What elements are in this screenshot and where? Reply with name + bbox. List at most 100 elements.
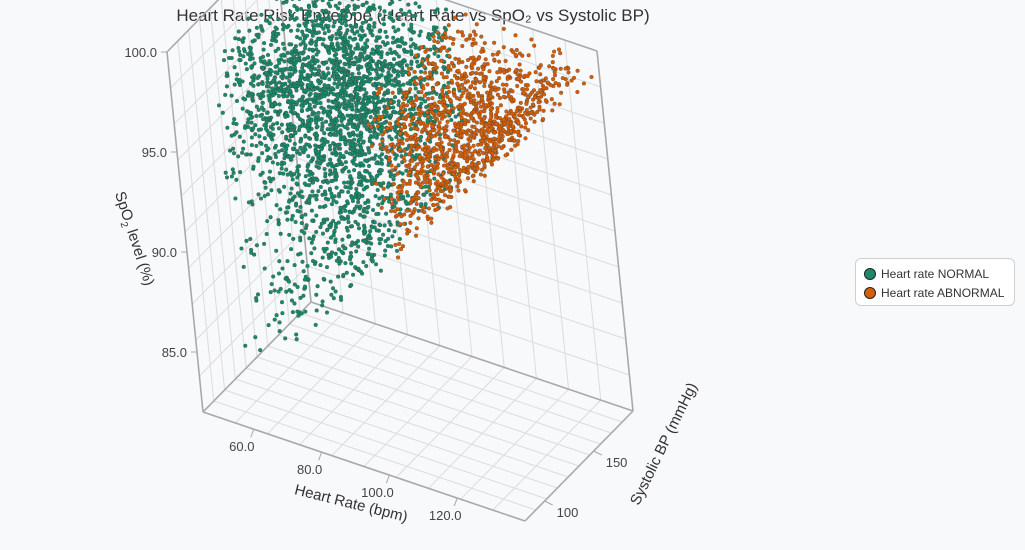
- point-normal: [367, 171, 372, 176]
- point-abnormal: [455, 81, 460, 86]
- y-tick-mark: [544, 500, 553, 506]
- point-normal: [310, 156, 315, 161]
- point-normal: [346, 99, 352, 104]
- point-normal: [388, 171, 393, 176]
- point-abnormal: [484, 148, 489, 154]
- point-normal: [384, 114, 389, 119]
- point-normal: [319, 156, 324, 161]
- point-abnormal: [408, 200, 413, 206]
- point-normal: [277, 171, 282, 176]
- point-normal: [238, 170, 243, 175]
- point-normal: [313, 96, 318, 101]
- point-normal: [303, 212, 308, 217]
- point-abnormal: [485, 157, 490, 162]
- point-abnormal: [404, 208, 409, 213]
- point-abnormal: [458, 124, 464, 130]
- point-normal: [351, 272, 356, 277]
- point-normal: [358, 108, 363, 113]
- point-abnormal: [510, 124, 516, 129]
- point-normal: [372, 126, 377, 132]
- point-abnormal: [439, 175, 444, 180]
- point-normal: [355, 222, 361, 227]
- point-abnormal: [390, 90, 395, 95]
- point-normal: [333, 225, 338, 230]
- point-normal: [293, 131, 298, 136]
- point-normal: [263, 185, 268, 190]
- point-normal: [288, 133, 293, 138]
- point-normal: [356, 0, 360, 1]
- point-normal: [367, 71, 372, 76]
- point-normal: [352, 6, 357, 12]
- point-normal: [355, 133, 360, 138]
- point-normal: [288, 170, 293, 175]
- point-normal: [377, 222, 382, 227]
- point-normal: [303, 77, 308, 82]
- point-normal: [257, 134, 262, 139]
- point-normal: [243, 61, 248, 66]
- point-normal: [361, 139, 366, 144]
- legend-item-abnormal[interactable]: Heart rate ABNORMAL: [864, 283, 1006, 302]
- point-abnormal: [444, 75, 449, 80]
- point-normal: [396, 27, 401, 32]
- point-normal: [292, 301, 297, 306]
- point-normal: [309, 240, 314, 245]
- point-abnormal: [445, 48, 450, 53]
- point-abnormal: [557, 102, 562, 107]
- point-abnormal: [473, 41, 478, 46]
- point-abnormal: [432, 115, 437, 120]
- point-abnormal: [425, 157, 430, 162]
- point-normal: [292, 69, 297, 74]
- point-normal: [242, 125, 248, 130]
- point-normal: [338, 35, 343, 40]
- point-abnormal: [418, 121, 423, 126]
- point-normal: [335, 93, 340, 98]
- point-normal: [355, 42, 360, 47]
- point-abnormal: [413, 180, 418, 185]
- point-normal: [300, 86, 305, 91]
- point-abnormal: [445, 119, 450, 124]
- point-normal: [350, 25, 355, 30]
- point-abnormal: [385, 126, 390, 131]
- point-abnormal: [426, 206, 431, 211]
- legend-item-normal[interactable]: Heart rate NORMAL: [864, 264, 1006, 283]
- point-normal: [384, 211, 389, 216]
- point-normal: [232, 117, 237, 122]
- point-abnormal: [409, 118, 414, 123]
- point-normal: [373, 177, 378, 183]
- point-normal: [231, 151, 237, 156]
- point-normal: [299, 6, 304, 12]
- grid-line: [467, 7, 505, 368]
- point-normal: [246, 93, 251, 98]
- point-normal: [355, 117, 360, 122]
- point-normal: [337, 155, 343, 160]
- grid-line: [395, 367, 505, 478]
- point-normal: [438, 95, 443, 100]
- point-normal: [329, 222, 334, 228]
- point-normal: [432, 44, 437, 49]
- point-normal: [307, 183, 312, 188]
- point-normal: [352, 31, 357, 36]
- point-normal: [370, 258, 375, 263]
- point-abnormal: [434, 131, 439, 136]
- point-normal: [373, 153, 378, 158]
- point-abnormal: [411, 115, 416, 120]
- point-normal: [313, 92, 318, 97]
- point-normal: [342, 55, 347, 60]
- point-normal: [377, 127, 382, 132]
- point-normal: [394, 51, 399, 56]
- point-abnormal: [469, 66, 475, 71]
- point-abnormal: [460, 33, 465, 38]
- point-normal: [295, 169, 300, 174]
- plot-area[interactable]: SpO2 level (%) Heart Rate (bpm) Systolic…: [0, 0, 840, 550]
- point-abnormal: [536, 96, 541, 101]
- point-abnormal: [464, 64, 469, 69]
- point-abnormal: [510, 111, 515, 116]
- point-abnormal: [451, 128, 456, 133]
- point-normal: [291, 236, 296, 241]
- point-normal: [404, 201, 409, 206]
- point-normal: [382, 120, 387, 125]
- point-normal: [244, 152, 249, 157]
- point-normal: [417, 33, 422, 38]
- point-normal: [304, 16, 309, 21]
- legend[interactable]: Heart rate NORMAL Heart rate ABNORMAL: [855, 258, 1015, 306]
